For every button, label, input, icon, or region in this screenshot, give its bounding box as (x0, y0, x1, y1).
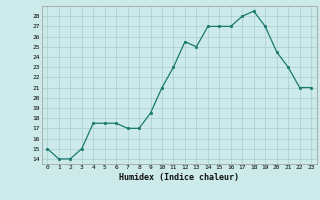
X-axis label: Humidex (Indice chaleur): Humidex (Indice chaleur) (119, 173, 239, 182)
